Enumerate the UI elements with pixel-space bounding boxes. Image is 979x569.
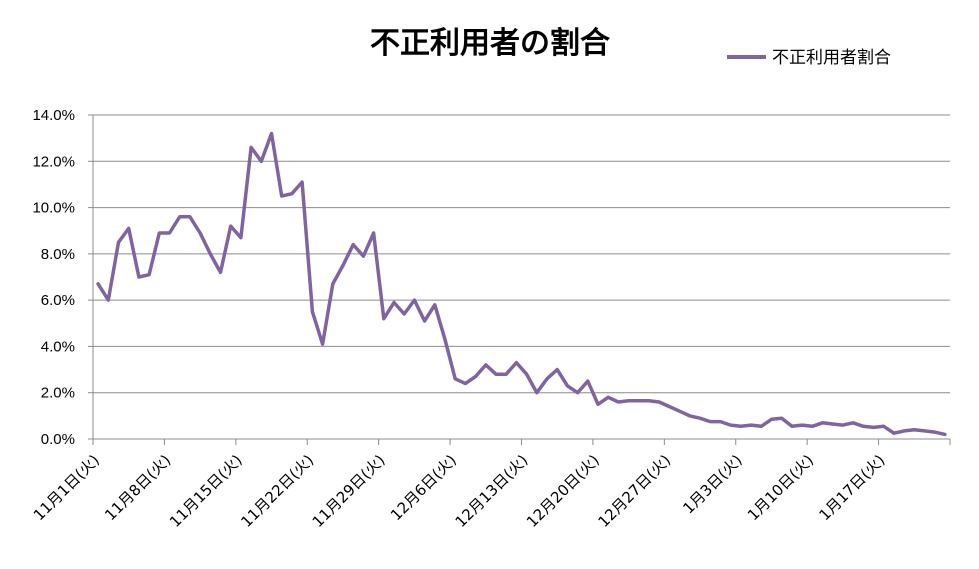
x-tick-label: 1月3日(火) xyxy=(679,451,745,517)
x-tick-label: 11月22日(火) xyxy=(237,451,317,531)
y-tick-label: 10.0% xyxy=(32,200,75,217)
axes xyxy=(92,115,950,440)
gridlines xyxy=(93,114,950,394)
y-tick-label: 6.0% xyxy=(41,292,75,309)
series-group xyxy=(96,131,947,437)
x-tick-label: 12月13日(火) xyxy=(452,451,532,531)
x-tick-label: 1月17日(火) xyxy=(815,451,888,524)
x-tick-label: 11月8日(火) xyxy=(101,451,174,524)
y-axis-ticks: 0.0% 2.0% 4.0% 6.0% 8.0% 10.0% 12.0% 14.0% xyxy=(32,107,93,448)
x-tick-label: 1月10日(火) xyxy=(744,451,817,524)
legend: 不正利用者割合 xyxy=(727,48,891,68)
x-tick-label: 12月6日(火) xyxy=(387,451,460,524)
legend-label: 不正利用者割合 xyxy=(772,48,891,68)
x-tick-label: 12月20日(火) xyxy=(523,451,603,531)
x-tick-label: 11月29日(火) xyxy=(309,451,389,531)
series-line xyxy=(96,131,947,437)
y-tick-label: 14.0% xyxy=(32,107,75,124)
y-tick-label: 0.0% xyxy=(41,431,75,448)
y-tick-label: 8.0% xyxy=(41,246,75,263)
x-tick-label: 11月1日(火) xyxy=(30,451,103,524)
x-tick-label: 11月15日(火) xyxy=(166,451,246,531)
y-tick-label: 12.0% xyxy=(32,153,75,170)
chart-title: 不正利用者の割合 xyxy=(370,26,610,61)
x-tick-label: 12月27日(火) xyxy=(594,451,674,531)
y-tick-label: 2.0% xyxy=(41,385,75,402)
y-tick-label: 4.0% xyxy=(41,338,75,355)
x-axis-ticks: 11月1日(火)11月8日(火)11月15日(火)11月22日(火)11月29日… xyxy=(30,439,951,531)
